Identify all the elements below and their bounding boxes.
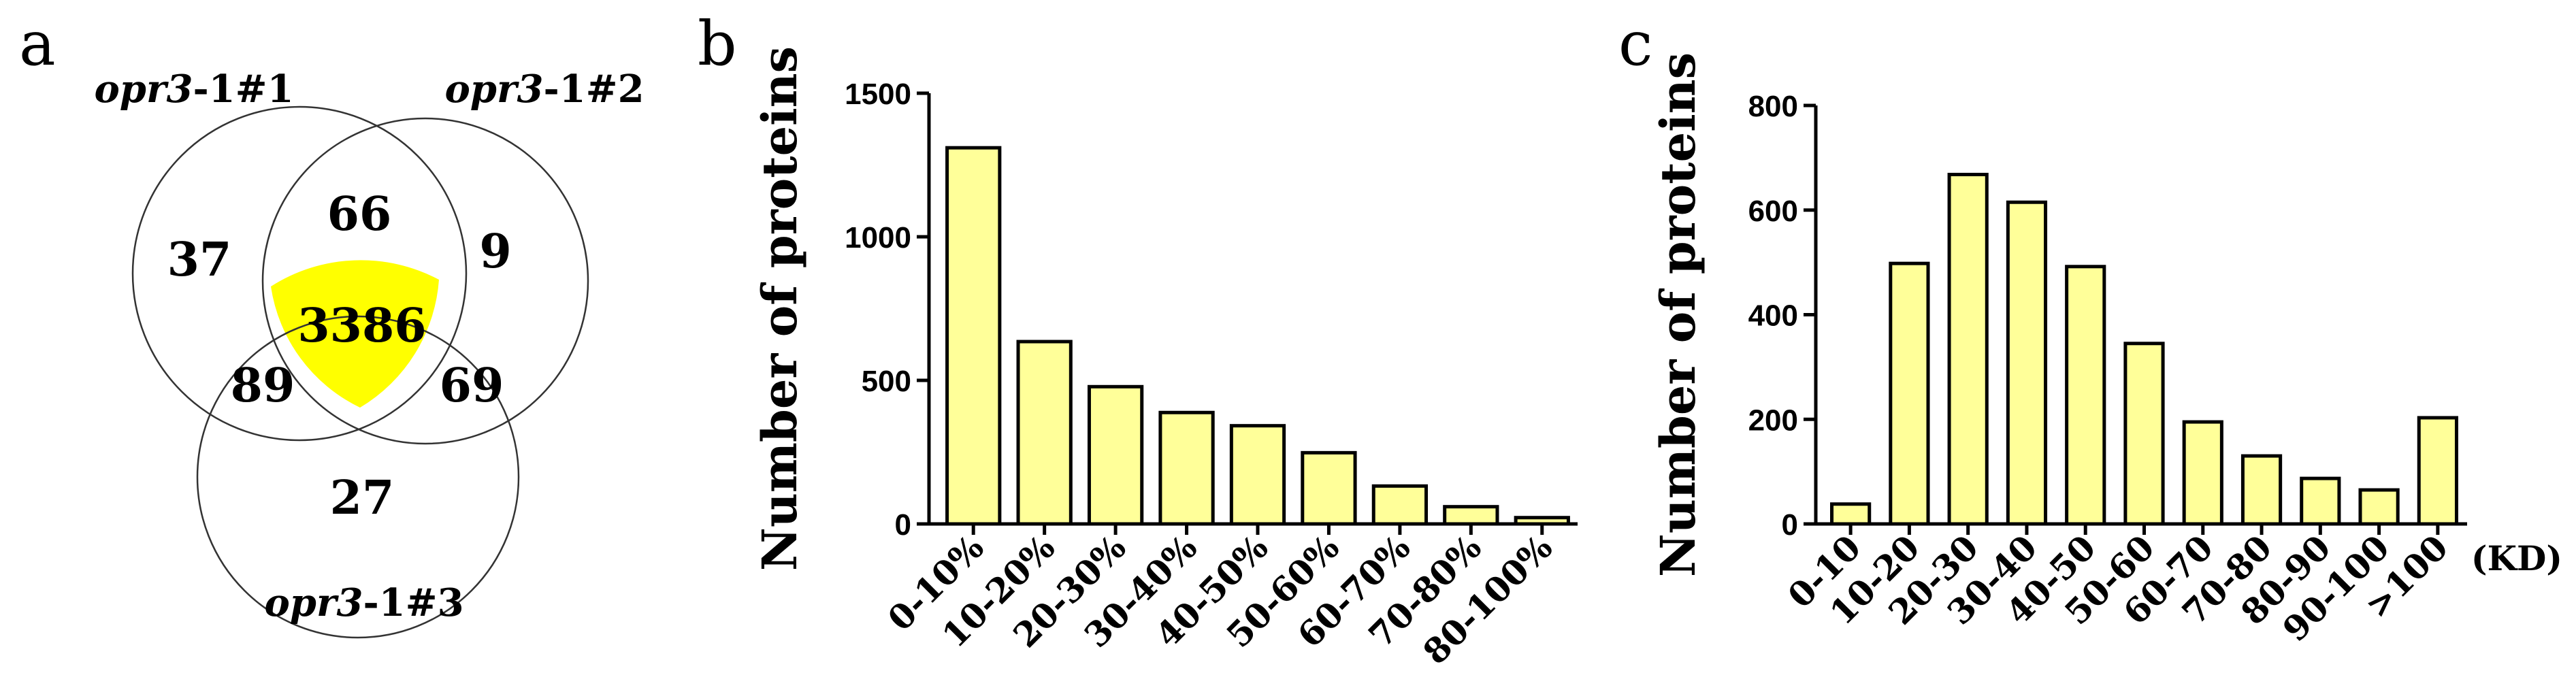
bar: [1443, 505, 1499, 526]
panel-letter-a: a: [19, 8, 56, 80]
venn-region-1-3: 89: [231, 359, 295, 413]
bar: [2006, 200, 2048, 526]
venn-region-only-3: 27: [330, 471, 395, 525]
bar: [2182, 420, 2223, 526]
bar: [2300, 476, 2341, 526]
x-unit-label-c: (KD): [2471, 538, 2562, 578]
venn-region-all-three: 3386: [297, 299, 426, 353]
bar: [1947, 172, 1989, 526]
bar: [1830, 502, 1872, 526]
bar-chart-c: c (KD) 02004006008000-1010-2020-3030-404…: [1618, 8, 2562, 649]
venn-set-label-3: opr3-1#3: [264, 580, 463, 625]
panel-letter-b: b: [698, 8, 737, 80]
y-tick-label: 0: [1782, 508, 1798, 542]
bar: [1016, 340, 1073, 526]
y-tick-label: 600: [1748, 195, 1798, 228]
bar: [1087, 384, 1144, 526]
venn-circle-set-2: [261, 117, 589, 445]
bar: [2065, 265, 2106, 526]
venn-region-2-3: 69: [440, 359, 504, 413]
y-tick-label: 800: [1748, 90, 1798, 123]
bar: [2417, 416, 2458, 526]
y-tick-label: 1000: [845, 221, 911, 254]
y-tick-label: 500: [862, 365, 911, 398]
y-axis-title: Number of proteins: [751, 46, 808, 571]
venn-region-1-2: 66: [327, 187, 392, 242]
bar: [1889, 261, 1930, 526]
bar: [2240, 454, 2283, 526]
venn-circle-set-3: [196, 315, 520, 639]
bar: [2358, 488, 2400, 526]
bar: [2123, 342, 2165, 526]
bar-chart-b: b 0500100015000-10%10-20%20-30%30-40%40-…: [698, 8, 1578, 672]
bar: [1514, 516, 1570, 526]
y-axis-title: Number of proteins: [1650, 52, 1706, 577]
bar: [1371, 484, 1429, 526]
panel-letter-c: c: [1618, 8, 1652, 80]
y-tick-label: 200: [1748, 403, 1798, 437]
venn-region-only-1: 37: [167, 233, 232, 287]
venn-center-region: [271, 260, 439, 408]
bar: [945, 146, 1002, 526]
venn-set-label-1: opr3-1#1: [94, 67, 293, 112]
venn-circle-set-1: [131, 105, 468, 442]
y-tick-label: 400: [1748, 299, 1798, 333]
bar: [1158, 410, 1215, 526]
y-tick-label: 1500: [845, 78, 911, 111]
bar: [1229, 424, 1286, 526]
venn-panel: a opr3-1#1 opr3-1#2 opr3-1#3 37 66 9 338…: [19, 8, 645, 639]
venn-region-only-2: 9: [479, 225, 511, 279]
venn-set-label-2: opr3-1#2: [444, 67, 644, 112]
bar: [1301, 450, 1357, 526]
y-tick-label: 0: [895, 508, 911, 542]
